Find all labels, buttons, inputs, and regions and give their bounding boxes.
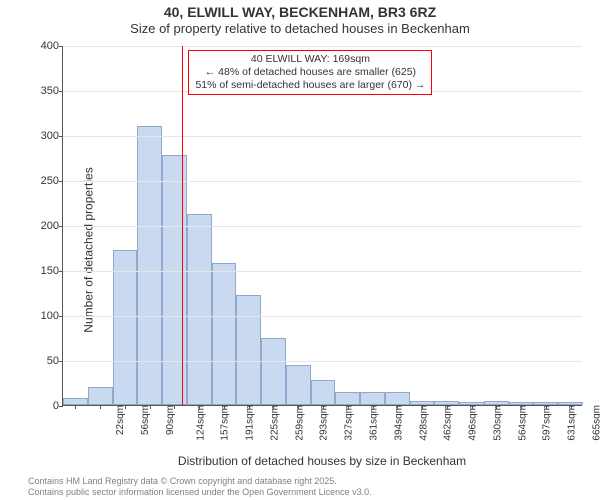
ytick-label: 150 — [19, 265, 59, 277]
xtick-mark — [75, 405, 76, 409]
annotation-box: 40 ELWILL WAY: 169sqm← 48% of detached h… — [188, 50, 432, 95]
xtick-label: 124sqm — [189, 405, 206, 441]
xtick-mark — [199, 405, 200, 409]
xtick-label: 597sqm — [536, 405, 553, 441]
xtick-label: 564sqm — [511, 405, 528, 441]
xtick-mark — [323, 405, 324, 409]
xtick-mark — [273, 405, 274, 409]
xtick-label: 259sqm — [288, 405, 305, 441]
bar — [360, 392, 385, 406]
footer-line-2: Contains public sector information licen… — [28, 487, 588, 498]
xtick-mark — [472, 405, 473, 409]
xtick-mark — [571, 405, 572, 409]
gridline — [63, 181, 582, 182]
footer-line-1: Contains HM Land Registry data © Crown c… — [28, 476, 588, 487]
ytick-label: 50 — [19, 355, 59, 367]
xtick-mark — [422, 405, 423, 409]
xtick-mark — [373, 405, 374, 409]
xtick-mark — [100, 405, 101, 409]
ytick-label: 0 — [19, 400, 59, 412]
footer: Contains HM Land Registry data © Crown c… — [28, 476, 588, 498]
xtick-label: 631sqm — [561, 405, 578, 441]
xtick-label: 191sqm — [239, 405, 256, 441]
xtick-label: 22sqm — [109, 405, 126, 435]
gridline — [63, 316, 582, 317]
x-axis-label: Distribution of detached houses by size … — [62, 454, 582, 468]
xtick-label: 327sqm — [338, 405, 355, 441]
xtick-label: 462sqm — [437, 405, 454, 441]
ytick-mark — [59, 361, 63, 362]
annotation-line-2: ← 48% of detached houses are smaller (62… — [195, 66, 425, 79]
xtick-mark — [546, 405, 547, 409]
ytick-mark — [59, 91, 63, 92]
ytick-mark — [59, 406, 63, 407]
marker-line — [182, 46, 183, 405]
ytick-label: 350 — [19, 85, 59, 97]
bar — [385, 392, 410, 405]
bar — [335, 392, 360, 406]
ytick-mark — [59, 316, 63, 317]
bar — [137, 126, 162, 405]
annotation-line-3: 51% of semi-detached houses are larger (… — [195, 79, 425, 92]
annotation-line-1: 40 ELWILL WAY: 169sqm — [195, 53, 425, 66]
bar — [261, 338, 286, 406]
gridline — [63, 271, 582, 272]
ytick-label: 250 — [19, 175, 59, 187]
title-sub: Size of property relative to detached ho… — [0, 21, 600, 37]
xtick-label: 90sqm — [159, 405, 176, 435]
ytick-label: 300 — [19, 130, 59, 142]
gridline — [63, 226, 582, 227]
gridline — [63, 361, 582, 362]
bar — [311, 380, 336, 405]
xtick-mark — [397, 405, 398, 409]
xtick-mark — [298, 405, 299, 409]
bar — [113, 250, 138, 405]
xtick-mark — [521, 405, 522, 409]
ytick-mark — [59, 46, 63, 47]
ytick-mark — [59, 271, 63, 272]
xtick-mark — [249, 405, 250, 409]
ytick-mark — [59, 226, 63, 227]
ytick-label: 400 — [19, 40, 59, 52]
ytick-label: 100 — [19, 310, 59, 322]
gridline — [63, 136, 582, 137]
xtick-label: 665sqm — [585, 405, 600, 441]
bar — [236, 295, 261, 405]
bar — [212, 263, 237, 405]
xtick-label: 361sqm — [363, 405, 380, 441]
bar — [187, 214, 212, 405]
gridline — [63, 46, 582, 47]
xtick-mark — [348, 405, 349, 409]
xtick-mark — [496, 405, 497, 409]
plot-area: 05010015020025030035040022sqm56sqm90sqm1… — [62, 46, 582, 406]
xtick-label: 394sqm — [387, 405, 404, 441]
xtick-label: 157sqm — [214, 405, 231, 441]
bar — [88, 387, 113, 405]
xtick-mark — [125, 405, 126, 409]
bar — [286, 365, 311, 406]
xtick-mark — [447, 405, 448, 409]
xtick-mark — [150, 405, 151, 409]
ytick-mark — [59, 181, 63, 182]
xtick-label: 293sqm — [313, 405, 330, 441]
xtick-label: 225sqm — [264, 405, 281, 441]
ytick-mark — [59, 136, 63, 137]
title-block: 40, ELWILL WAY, BECKENHAM, BR3 6RZ Size … — [0, 4, 600, 36]
chart-container: 40, ELWILL WAY, BECKENHAM, BR3 6RZ Size … — [0, 0, 600, 500]
ytick-label: 200 — [19, 220, 59, 232]
xtick-label: 56sqm — [134, 405, 151, 435]
xtick-label: 496sqm — [462, 405, 479, 441]
xtick-mark — [224, 405, 225, 409]
xtick-mark — [174, 405, 175, 409]
xtick-label: 428sqm — [412, 405, 429, 441]
title-main: 40, ELWILL WAY, BECKENHAM, BR3 6RZ — [0, 4, 600, 21]
xtick-label: 530sqm — [486, 405, 503, 441]
bar — [63, 398, 88, 405]
